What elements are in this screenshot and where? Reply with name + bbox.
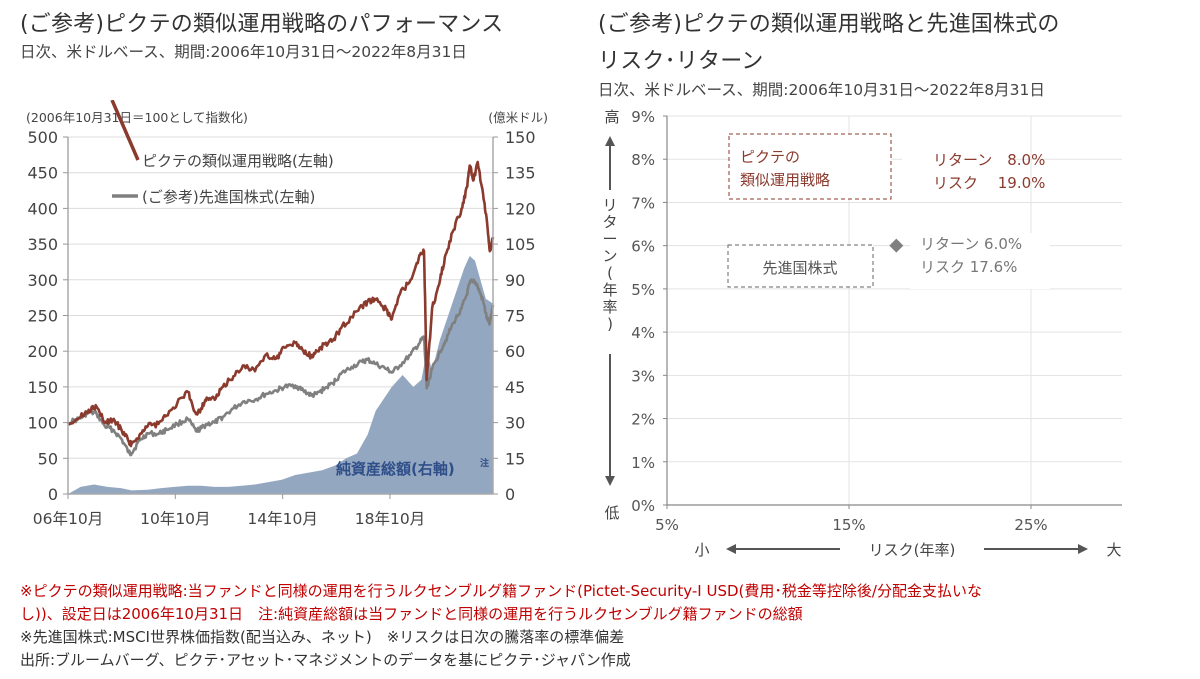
y-axis-title-char: 年 [602,281,617,299]
right-chart-title-line2: リスク･リターン [598,49,764,74]
left-tick-label: 450 [27,164,58,183]
y-tick-label: 3% [631,367,655,385]
legend-swatch-strategy [110,100,140,161]
left-tick-label: 250 [27,307,58,326]
y-axis-title-char: ー [602,230,617,248]
x-tick-label: 15% [832,516,865,534]
left-chart-subtitle: 日次、米ドルベース、期間:2006年10月31日～2022年8月31日 [20,43,467,61]
left-axis-unit-label: (2006年10月31日＝100として指数化) [26,110,248,125]
strategy-line [67,160,495,448]
left-tick-label: 500 [27,128,58,147]
right-tick-label: 45 [505,378,525,397]
left-tick-label: 400 [27,199,58,218]
y-tick-label: 2% [631,411,655,429]
y-tick-label: 4% [631,324,655,342]
y-axis-title-char: ン [602,247,617,265]
strategy-label-box [728,133,892,200]
x-low-label: 小 [694,541,709,559]
y-axis-title-char: リ [602,196,617,214]
strategy-box-line2: 類似運用戦略 [740,171,830,189]
x-tick-label: 10年10月 [140,510,210,528]
y-axis-title-char: ) [607,315,613,333]
right-tick-label: 120 [505,199,536,218]
risk-return-chart: 0%1%2%3%4%5%6%7%8%9%5% 15% 25% 高 リターン(年率) … [602,108,1122,559]
up-arrow-icon [605,136,615,146]
x-tick-label: 18年10月 [355,510,425,528]
msci-point-marker [889,238,904,253]
y-tick-label: 0% [631,497,655,515]
y-high-label: 高 [604,108,619,126]
right-tick-label: 105 [505,235,536,254]
x-high-label: 大 [1106,541,1121,559]
y-tick-label: 7% [631,194,655,212]
x-tick-label: 25% [1014,516,1047,534]
left-tick-label: 200 [27,342,58,361]
right-tick-label: 135 [505,164,536,183]
strategy-risk-text: リスク 19.0% [933,174,1045,192]
right-tick-label: 30 [505,414,525,433]
right-tick-label: 15 [505,449,525,468]
aum-area [68,256,493,494]
y-low-label: 低 [604,504,619,522]
y-axis-title-char: タ [602,213,617,231]
aum-annotation: 純資産総額(右軸) [336,460,455,478]
y-tick-label: 9% [631,108,655,126]
y-tick-label: 1% [631,454,655,472]
left-tick-label: 0 [48,485,58,504]
y-tick-label: 8% [631,151,655,169]
right-chart-title-line1: (ご参考)ピクテの類似運用戦略と先進国株式の [598,12,1060,37]
note-strategy-line2: し))、設定日は2006年10月31日 注:純資産総額は当ファンドと同様の運用を… [20,605,803,623]
right-tick-label: 0 [505,485,515,504]
msci-label-box [727,244,874,288]
msci-line [67,278,495,457]
down-arrow-icon [605,476,615,486]
x-axis-title: リスク(年率) [869,541,956,559]
right-tick-label: 75 [505,307,525,326]
legend-label-strategy: ピクテの類似運用戦略(左軸) [142,152,334,170]
y-tick-label: 6% [631,238,655,256]
left-tick-label: 100 [27,414,58,433]
right-axis-unit-label: (億米ドル) [488,110,548,125]
y-axis-title-char: 率 [602,298,617,316]
right-tick-label: 90 [505,271,525,290]
strategy-return-text: リターン 8.0% [933,151,1045,169]
left-chart-title: (ご参考)ピクテの類似運用戦略のパフォーマンス [20,12,504,37]
x-tick-label: 06年10月 [33,510,103,528]
y-axis-title: リターン(年率) [602,196,617,333]
left-tick-label: 350 [27,235,58,254]
msci-return-text: リターン 6.0% [920,235,1022,253]
left-tick-label: 50 [38,449,58,468]
strategy-value-bg [902,141,1014,198]
y-tick-label: 5% [631,281,655,299]
legend-label-msci: (ご参考)先進国株式(左軸) [142,188,315,206]
msci-risk-text: リスク 17.6% [920,258,1017,276]
performance-chart: (2006年10月31日＝100として指数化) (億米ドル) 050100150… [26,100,548,528]
msci-box-label: 先進国株式 [762,259,837,277]
right-tick-label: 150 [505,128,536,147]
right-arrow-icon [1078,544,1088,554]
x-tick-label: 14年10月 [247,510,317,528]
right-tick-label: 60 [505,342,525,361]
x-tick-label: 5% [655,516,679,534]
strategy-box-line1: ピクテの [740,148,800,166]
note-strategy-line1: ※ピクテの類似運用戦略:当ファンドと同様の運用を行うルクセンブルグ籍ファンド(P… [20,582,982,600]
aum-annotation-note-mark: 注 [480,457,489,469]
left-tick-label: 150 [27,378,58,397]
right-chart-subtitle: 日次、米ドルベース、期間:2006年10月31日～2022年8月31日 [598,81,1045,99]
left-arrow-icon [726,544,736,554]
left-tick-label: 300 [27,271,58,290]
note-msci: ※先進国株式:MSCI世界株価指数(配当込み、ネット) ※リスクは日次の騰落率の… [20,628,625,646]
msci-value-bg [910,233,1050,289]
y-axis-title-char: ( [607,264,613,282]
note-source: 出所:ブルームバーグ、ピクテ･アセット･マネジメントのデータを基にピクテ･ジャパ… [20,651,631,669]
